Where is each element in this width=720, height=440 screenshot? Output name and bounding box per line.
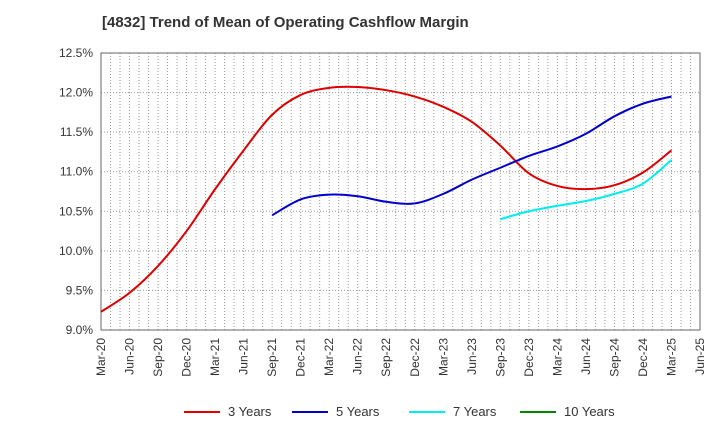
x-tick-label: Jun-21	[237, 338, 251, 375]
x-tick-label: Sep-24	[607, 338, 621, 377]
legend-swatch	[184, 410, 220, 413]
y-tick-label: 12.5%	[59, 46, 93, 60]
legend-swatch	[292, 410, 328, 413]
plot-frame	[100, 52, 701, 331]
x-tick-label: Mar-24	[550, 338, 564, 376]
plot-background	[101, 53, 700, 330]
y-tick-label: 9.0%	[66, 323, 94, 337]
legend-item-10-years: 10 Years	[520, 404, 615, 419]
y-tick-label: 11.5%	[60, 125, 93, 139]
x-tick-label: Mar-21	[208, 338, 222, 376]
legend-label: 3 Years	[228, 404, 272, 419]
legend: 3 Years 5 Years 7 Years 10 Years	[0, 404, 720, 426]
series-line-5-years	[271, 95, 672, 217]
y-tick-label: 9.5%	[66, 283, 94, 297]
x-tick-label: Dec-22	[408, 338, 422, 377]
x-tick-label: Sep-23	[493, 338, 507, 377]
x-tick-label: Dec-20	[180, 338, 194, 377]
series-line-3-years	[100, 85, 673, 313]
x-tick-label: Mar-23	[436, 338, 450, 376]
legend-item-7-years: 7 Years	[409, 404, 496, 419]
legend-item-3-years: 3 Years	[184, 404, 271, 419]
x-tick-label: Dec-23	[522, 338, 536, 377]
chart-title: [4832] Trend of Mean of Operating Cashfl…	[102, 14, 469, 31]
x-tick-label: Dec-21	[294, 338, 308, 377]
x-tick-label: Mar-22	[322, 338, 336, 376]
y-tick-label: 11.0%	[60, 165, 93, 179]
x-tick-label: Jun-24	[579, 338, 593, 375]
legend-item-5-years: 5 Years	[292, 404, 379, 419]
x-tick-label: Mar-25	[664, 338, 678, 376]
legend-label: 5 Years	[336, 404, 380, 419]
x-tick-label: Jun-20	[123, 338, 137, 375]
x-tick-label: Sep-21	[265, 338, 279, 377]
legend-swatch	[409, 410, 445, 413]
x-tick-label: Sep-22	[379, 338, 393, 377]
y-tick-label: 12.0%	[59, 86, 93, 100]
x-tick-label: Mar-20	[94, 338, 108, 376]
x-tick-label: Dec-24	[636, 338, 650, 377]
legend-label: 7 Years	[453, 404, 497, 419]
series-line-7-years	[500, 159, 673, 221]
x-tick-label: Jun-22	[351, 338, 365, 375]
legend-swatch	[520, 410, 556, 413]
x-tick-label: Sep-20	[151, 338, 165, 377]
y-tick-label: 10.0%	[59, 244, 93, 258]
legend-label: 10 Years	[564, 404, 615, 419]
y-tick-label: 10.5%	[59, 204, 93, 218]
x-tick-label: Jun-25	[693, 338, 707, 375]
x-tick-label: Jun-23	[465, 338, 479, 375]
